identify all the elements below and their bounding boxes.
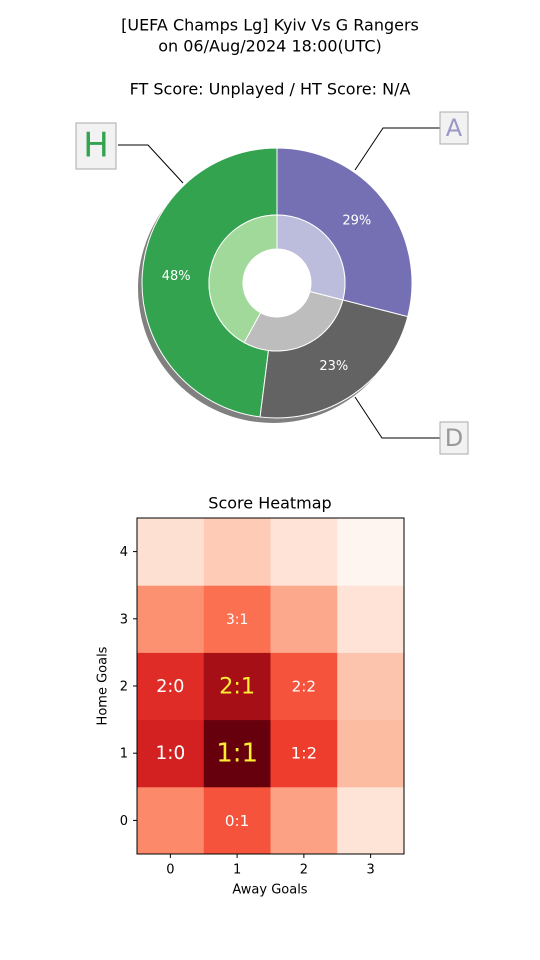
heatmap-cell	[203, 585, 271, 653]
heatmap-cell	[337, 786, 405, 855]
heatmap-cell	[337, 585, 405, 653]
heatmap-cell	[337, 652, 405, 721]
percent-label: 48%	[162, 269, 191, 284]
cell-label: 2:0	[156, 677, 184, 697]
label-box	[75, 122, 117, 170]
leader-line	[354, 396, 440, 439]
cell-label: 2:1	[219, 674, 255, 700]
heatmap-cell	[137, 786, 205, 855]
cell-label: 3:1	[226, 612, 248, 628]
category-label: A	[446, 114, 463, 142]
x-tick-label: 3	[366, 863, 374, 878]
heatmap-cell	[270, 652, 338, 721]
cell-label: 1:0	[155, 743, 185, 764]
percent-label: 23%	[319, 359, 348, 374]
heatmap-cell	[270, 518, 338, 586]
heatmap-cell	[337, 719, 405, 788]
x-tick-label: 1	[233, 863, 241, 878]
x-tick-label: 0	[166, 863, 174, 878]
label-box	[439, 421, 469, 455]
leader-line	[118, 144, 184, 184]
heatmap-cell	[137, 719, 205, 788]
cell-label: 2:2	[292, 678, 316, 696]
y-tick-label: 4	[120, 545, 128, 560]
x-tick-label: 2	[300, 863, 308, 878]
donut-slice	[276, 214, 346, 301]
donut-slice	[208, 214, 278, 344]
donut-slice	[243, 290, 344, 352]
category-label: H	[83, 126, 109, 166]
heatmap-cell	[203, 518, 271, 586]
percent-label: 29%	[342, 214, 371, 229]
heatmap-title: Score Heatmap	[208, 494, 331, 513]
leader-line	[354, 127, 440, 171]
chart-subtitle: FT Score: Unplayed / HT Score: N/A	[130, 80, 411, 99]
heatmap-cell	[270, 719, 338, 788]
heatmap-cell	[270, 786, 338, 855]
cell-label: 0:1	[225, 812, 249, 830]
category-label: D	[445, 424, 463, 452]
chart-title: on 06/Aug/2024 18:00(UTC)	[158, 37, 382, 56]
cell-label: 1:1	[216, 739, 258, 769]
heatmap-cell	[137, 518, 205, 586]
label-box	[439, 111, 469, 145]
heatmap-cell	[270, 585, 338, 653]
heatmap-cell	[337, 518, 405, 586]
chart-title: [UEFA Champs Lg] Kyiv Vs G Rangers	[121, 16, 419, 35]
y-axis-label: Home Goals	[96, 646, 111, 725]
y-tick-label: 2	[120, 680, 128, 695]
y-tick-label: 0	[120, 814, 128, 829]
cell-label: 1:2	[291, 744, 317, 763]
heatmap-cell	[203, 719, 271, 788]
heatmap-cell	[203, 786, 271, 855]
x-axis-label: Away Goals	[232, 883, 307, 898]
y-tick-label: 3	[120, 612, 128, 627]
heatmap-cell	[137, 585, 205, 653]
y-tick-label: 1	[120, 747, 128, 762]
heatmap-cell	[203, 652, 271, 721]
heatmap-cell	[137, 652, 205, 721]
